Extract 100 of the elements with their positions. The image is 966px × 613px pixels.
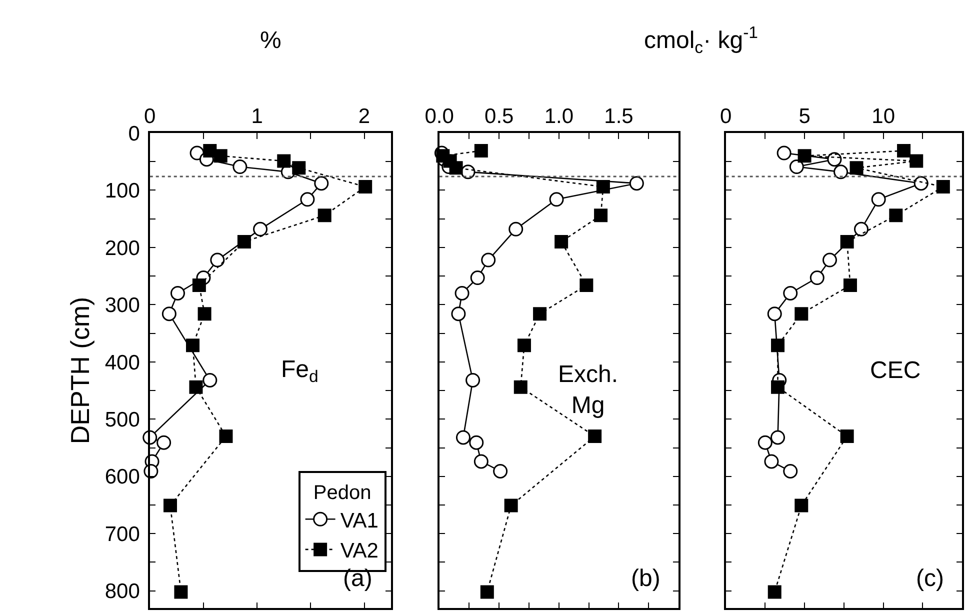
point — [889, 208, 903, 222]
point — [588, 430, 602, 444]
point — [533, 307, 547, 321]
point — [770, 430, 786, 445]
point — [292, 161, 306, 175]
point — [822, 252, 837, 268]
point — [771, 338, 785, 352]
point — [189, 380, 203, 394]
point — [232, 160, 248, 174]
point — [277, 154, 291, 168]
point — [768, 585, 782, 599]
y-tick-label: 500 — [104, 408, 140, 432]
point — [202, 372, 218, 388]
point — [156, 435, 172, 450]
annotation: (b) — [631, 565, 660, 592]
point — [214, 149, 228, 163]
point — [771, 380, 785, 394]
point — [481, 252, 496, 268]
point — [474, 454, 488, 469]
point — [789, 160, 804, 174]
point — [186, 338, 200, 352]
point — [594, 208, 608, 222]
point — [318, 208, 332, 222]
point — [449, 161, 463, 175]
point — [219, 430, 233, 444]
point — [798, 149, 812, 163]
point — [810, 270, 824, 286]
legend-label: VA2 — [340, 540, 378, 563]
point — [514, 380, 528, 394]
y-tick-label: 600 — [104, 466, 140, 489]
point — [454, 286, 470, 300]
annotation: (c) — [916, 565, 944, 592]
point — [776, 146, 792, 160]
y-tick-label: 400 — [104, 351, 140, 374]
x-tick-label: 0 — [720, 104, 732, 128]
annotation: Fe$_{d}$ — [281, 356, 318, 386]
y-tick-label: 200 — [104, 236, 140, 260]
point — [854, 222, 868, 236]
point — [469, 435, 484, 450]
point — [549, 192, 564, 207]
point — [451, 306, 466, 322]
point — [794, 498, 808, 512]
point — [210, 252, 225, 268]
point — [767, 306, 782, 322]
point — [871, 192, 886, 207]
x-tick-label: 0.5 — [484, 104, 514, 128]
point — [474, 144, 488, 158]
point — [456, 430, 470, 445]
point — [783, 464, 798, 478]
point — [508, 222, 524, 236]
chart-title: cmol$_{c}$· kg$^{-1}$ — [644, 23, 758, 58]
y-tick-label: 800 — [104, 580, 140, 604]
point — [629, 176, 644, 191]
x-tick-label: 2 — [358, 104, 370, 128]
x-tick-label: 10 — [872, 104, 895, 128]
annotation: Exch. Mg — [558, 361, 618, 420]
point — [897, 144, 911, 158]
legend-label: VA1 — [340, 509, 378, 532]
point — [783, 286, 798, 300]
y-tick-label: 700 — [104, 522, 140, 546]
y-tick-label: 300 — [104, 294, 140, 318]
point — [910, 154, 924, 168]
chart-title: % — [260, 27, 282, 54]
point — [198, 307, 212, 321]
point — [840, 234, 854, 248]
point — [596, 180, 610, 194]
y-tick-label: 100 — [104, 180, 140, 203]
point — [480, 585, 494, 599]
x-tick-label: 1.5 — [604, 104, 634, 128]
point — [517, 338, 531, 352]
point — [237, 234, 251, 248]
x-tick-label: 1.0 — [544, 104, 574, 128]
point — [174, 585, 188, 599]
point — [358, 180, 372, 194]
point — [794, 307, 808, 321]
point — [493, 464, 508, 478]
y-tick-label: 0 — [128, 122, 140, 146]
point — [300, 192, 315, 207]
point — [253, 222, 268, 236]
annotation: CEC — [870, 357, 921, 384]
point — [764, 454, 779, 469]
x-tick-label: 1 — [251, 104, 263, 128]
x-tick-label: 5 — [798, 104, 810, 128]
point — [758, 435, 772, 450]
point — [840, 430, 854, 444]
point — [314, 176, 329, 191]
point — [192, 278, 206, 292]
y-axis-title: DEPTH (cm) — [64, 296, 95, 444]
point — [162, 306, 176, 322]
x-tick-label: 0 — [144, 104, 156, 128]
point — [466, 372, 480, 388]
legend-title: Pedon — [313, 482, 372, 504]
point — [834, 164, 848, 180]
point — [554, 234, 568, 248]
x-tick-label: 0.0 — [424, 104, 454, 128]
point — [470, 270, 485, 286]
point — [504, 498, 518, 512]
point — [936, 180, 950, 194]
point — [163, 498, 177, 512]
point — [580, 278, 594, 292]
